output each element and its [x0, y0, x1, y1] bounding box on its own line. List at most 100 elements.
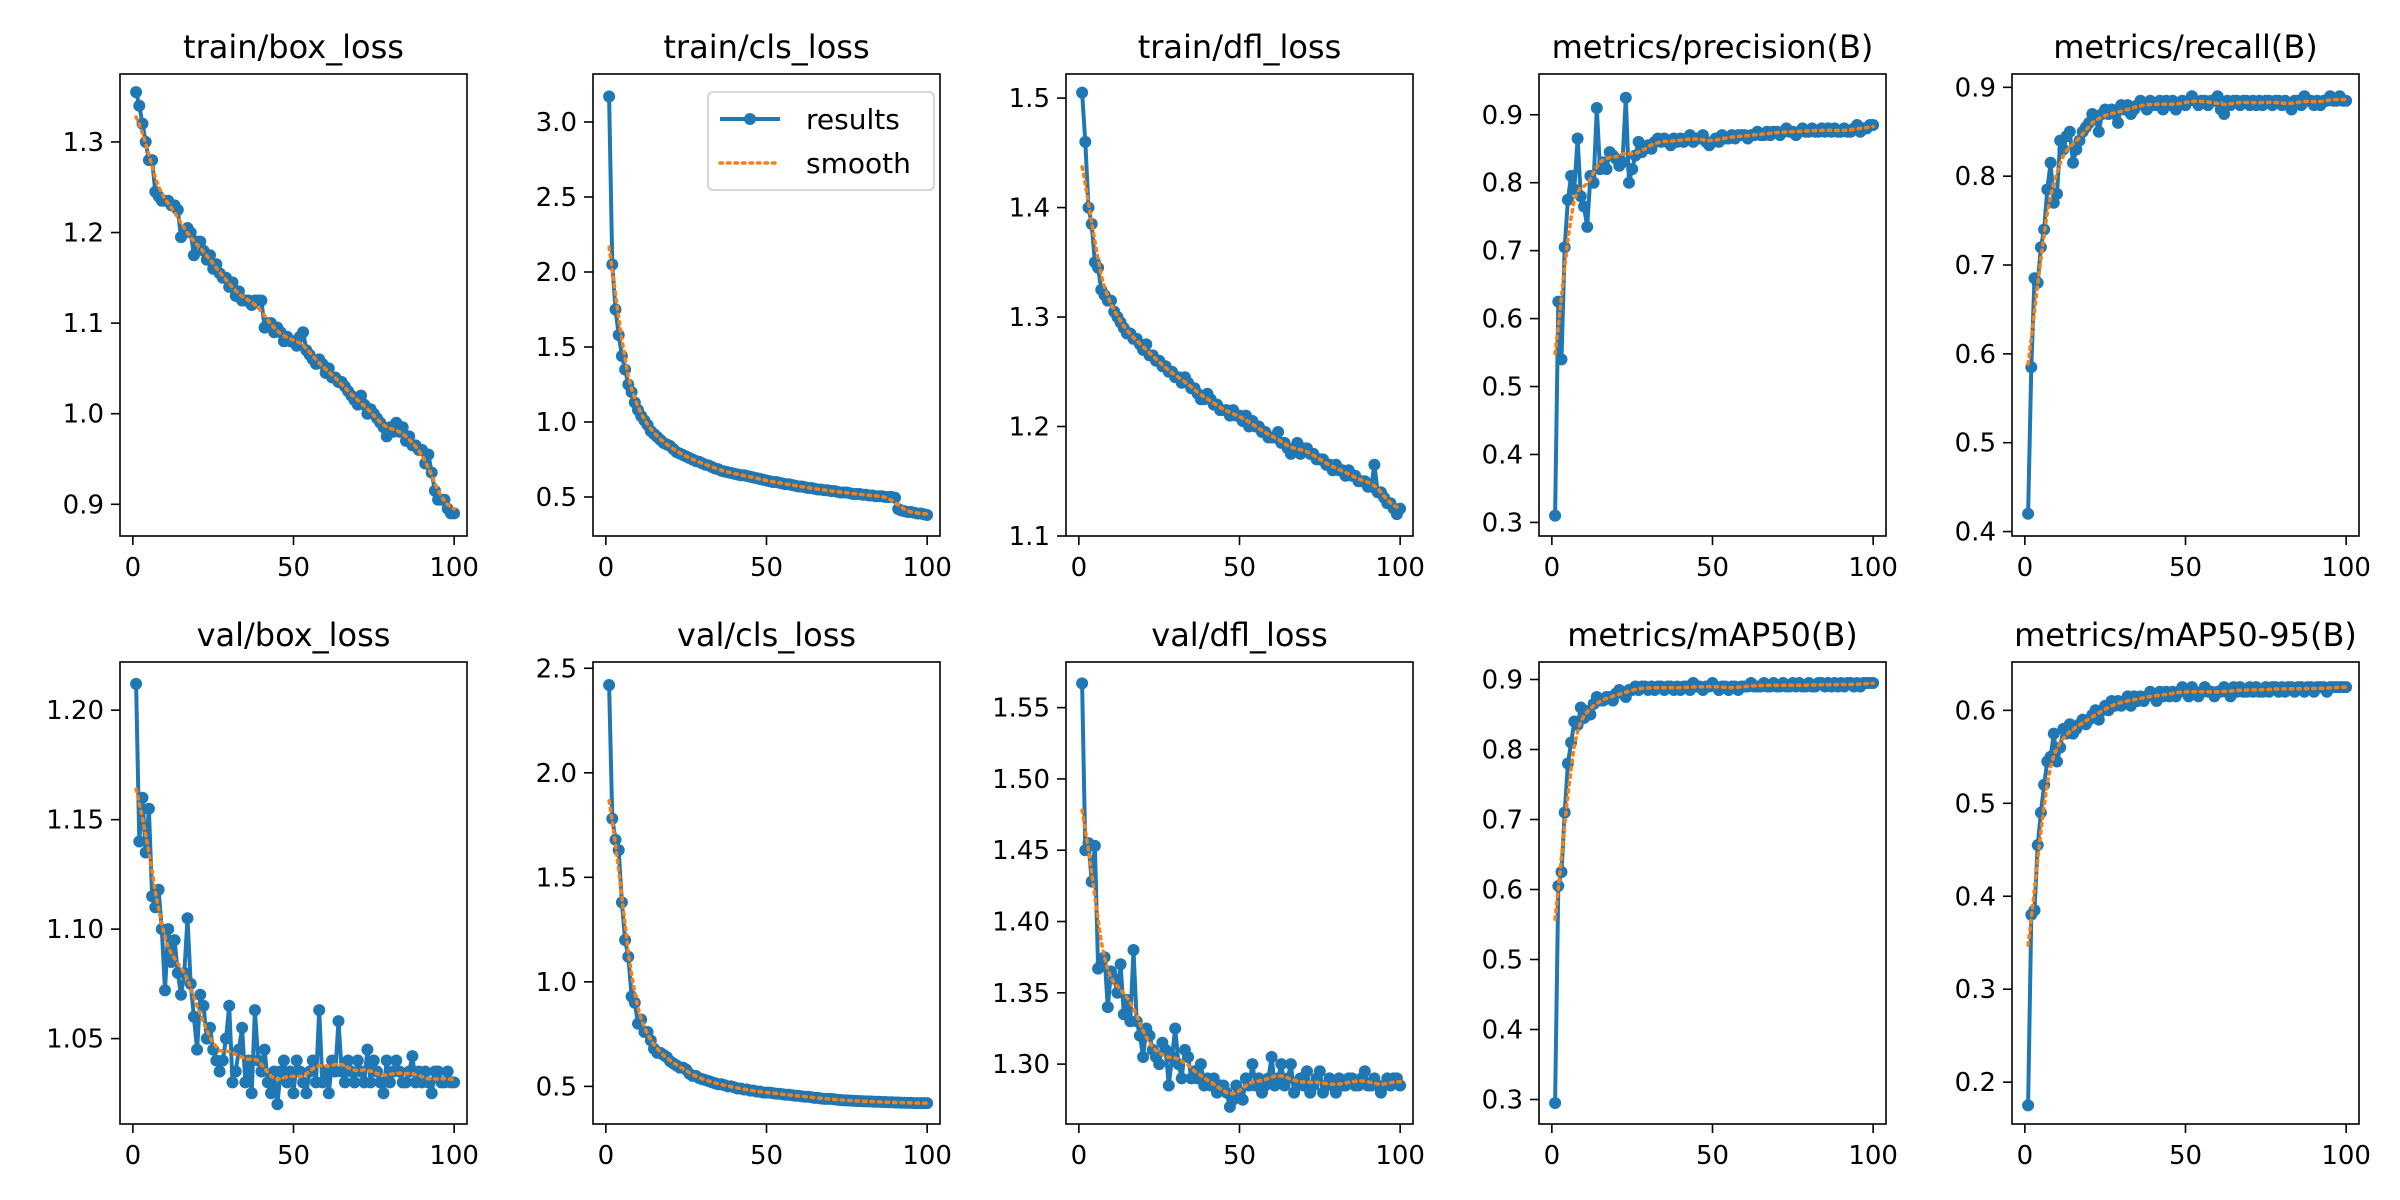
val-dfl-loss-data-point	[1246, 1058, 1259, 1071]
metrics-precision-b-data-point	[1558, 241, 1571, 254]
val-box-loss-data-point	[313, 1004, 326, 1017]
metrics-map50-95-b-title: metrics/mAP50-95(B)	[2014, 616, 2357, 654]
train-dfl-loss-xtick-label: 0	[1071, 553, 1088, 583]
val-dfl-loss-data-point	[1265, 1051, 1278, 1063]
val-box-loss-xtick-label: 50	[277, 1141, 310, 1171]
train-dfl-loss-data-point	[1272, 426, 1285, 438]
val-box-loss-ytick-label: 1.15	[46, 806, 104, 836]
val-box-loss-data-point	[281, 1076, 294, 1089]
metrics-map50-b-smooth-line	[1553, 681, 1875, 921]
metrics-precision-b-xtick-label: 50	[1696, 553, 1729, 583]
metrics-recall-b-xtick-label: 100	[2321, 553, 2371, 583]
val-box-loss-data-point	[348, 1076, 361, 1089]
val-box-loss-data-point	[287, 1087, 300, 1100]
val-cls-loss-axes-frame	[592, 661, 941, 1125]
train-dfl-loss-title: train/dfl_loss	[1138, 28, 1342, 66]
train-dfl-loss-data-point	[1076, 86, 1089, 99]
metrics-map50-95-b-ytick-label: 0.2	[1955, 1068, 1996, 1098]
metrics-precision-b-ytick-label: 0.3	[1482, 508, 1523, 538]
metrics-recall-b-ytick-label: 0.8	[1955, 162, 1996, 192]
metrics-map50-b-data-point	[1584, 708, 1597, 721]
train-box-loss-data-point	[130, 86, 143, 99]
metrics-map50-95-b-subplot: metrics/mAP50-95(B) 0 50 100 0.2 0.3 0.4 0.5 0.6	[1955, 616, 2371, 1171]
train-cls-loss-ytick-label: 1.0	[536, 408, 577, 438]
metrics-map50-95-b-ytick-label: 0.3	[1955, 975, 1996, 1005]
train-dfl-loss-ytick-label: 1.4	[1009, 194, 1050, 224]
train-dfl-loss-xtick-label: 50	[1223, 553, 1256, 583]
val-box-loss-data-point	[383, 1076, 396, 1089]
train-dfl-loss-ytick-label: 1.3	[1009, 303, 1050, 333]
val-box-loss-data-point	[380, 1054, 393, 1067]
val-dfl-loss-data-point	[1088, 839, 1101, 852]
train-dfl-loss-smooth-line	[1080, 165, 1402, 511]
val-dfl-loss-title: val/dfl_loss	[1151, 616, 1328, 654]
val-dfl-loss-data-point	[1076, 677, 1089, 690]
val-box-loss-data-point	[390, 1054, 403, 1067]
val-box-loss-data-point	[367, 1054, 380, 1067]
metrics-precision-b-xtick-label: 100	[1848, 553, 1898, 583]
train-box-loss-xtick-label: 0	[125, 553, 142, 583]
metrics-map50-95-b-data-point	[2022, 1099, 2035, 1112]
metrics-map50-95-b-xtick-label: 0	[2017, 1141, 2034, 1171]
metrics-recall-b-ytick-label: 0.4	[1955, 518, 1996, 548]
metrics-map50-95-b-axes-frame	[2011, 661, 2360, 1125]
val-dfl-loss-data-point	[1127, 944, 1140, 956]
val-box-loss-data-point	[194, 988, 207, 1001]
train-dfl-loss-data-point	[1085, 218, 1098, 230]
metrics-precision-b-data-point	[1555, 353, 1568, 366]
val-cls-loss-xtick-label: 100	[902, 1141, 952, 1171]
legend-results-label: results	[806, 103, 900, 136]
val-box-loss-data-point	[159, 984, 171, 997]
val-dfl-loss-plot-area	[1076, 677, 1407, 1113]
metrics-precision-b-data-point	[1565, 169, 1578, 182]
metrics-precision-b-axes-frame	[1538, 73, 1887, 537]
val-dfl-loss-data-point	[1162, 1079, 1175, 1092]
train-cls-loss-xtick-label: 100	[902, 553, 952, 583]
metrics-map50-b-xtick-label: 100	[1848, 1141, 1898, 1171]
val-box-loss-data-point	[284, 1065, 297, 1078]
val-box-loss-data-point	[133, 835, 146, 848]
metrics-precision-b-data-point	[1600, 163, 1613, 176]
val-dfl-loss-ytick-label: 1.40	[992, 908, 1050, 938]
metrics-map50-95-b-plot-area	[2022, 681, 2353, 1112]
train-box-loss-data-point	[133, 99, 146, 112]
val-dfl-loss-data-point	[1137, 1051, 1150, 1063]
metrics-recall-b-subplot: metrics/recall(B) 0 50 100 0.4 0.5 0.6 0.7 0.8 0.…	[1955, 28, 2371, 583]
val-cls-loss-ytick-label: 1.5	[536, 863, 577, 893]
metrics-precision-b-ytick-label: 0.7	[1482, 237, 1523, 267]
train-cls-loss-axes-frame	[592, 73, 941, 537]
metrics-precision-b-ytick-label: 0.8	[1482, 169, 1523, 199]
val-dfl-loss-axes-frame	[1065, 661, 1414, 1125]
train-box-loss-data-point	[448, 507, 461, 520]
val-box-loss-data-point	[406, 1050, 419, 1063]
val-box-loss-data-point	[361, 1043, 374, 1056]
metrics-recall-b-xtick-label: 0	[2017, 553, 2034, 583]
val-box-loss-xtick-label: 0	[125, 1141, 142, 1171]
train-dfl-loss-data-point	[1079, 135, 1092, 148]
train-cls-loss-ytick-label: 2.5	[536, 183, 577, 213]
metrics-map50-b-data-point	[1549, 1097, 1562, 1109]
metrics-precision-b-title: metrics/precision(B)	[1552, 28, 1874, 66]
train-box-loss-plot-area	[130, 86, 461, 520]
val-box-loss-data-point	[297, 1076, 310, 1089]
val-box-loss-data-point	[377, 1087, 390, 1100]
val-cls-loss-data-point	[615, 896, 628, 909]
train-box-loss-title: train/box_loss	[183, 28, 404, 66]
val-box-loss-data-point	[290, 1054, 303, 1067]
val-dfl-loss-data-point	[1169, 1022, 1182, 1035]
val-dfl-loss-data-point	[1313, 1065, 1326, 1078]
metrics-recall-b-data-point	[2112, 116, 2124, 129]
val-dfl-loss-ytick-label: 1.45	[992, 836, 1050, 866]
val-box-loss-ytick-label: 1.20	[46, 696, 104, 726]
val-dfl-loss-data-point	[1182, 1051, 1195, 1063]
metrics-recall-b-data-point	[2211, 90, 2224, 103]
train-dfl-loss-ytick-label: 1.2	[1009, 413, 1050, 443]
val-box-loss-data-point	[419, 1065, 432, 1078]
val-dfl-loss-data-point	[1175, 1072, 1188, 1085]
metrics-map50-b-ytick-label: 0.3	[1482, 1086, 1523, 1116]
metrics-map50-b-ytick-label: 0.6	[1482, 876, 1523, 906]
legend-smooth-label: smooth	[806, 147, 911, 180]
val-box-loss-data-point	[274, 1065, 287, 1078]
metrics-precision-b-ytick-label: 0.5	[1482, 373, 1523, 403]
